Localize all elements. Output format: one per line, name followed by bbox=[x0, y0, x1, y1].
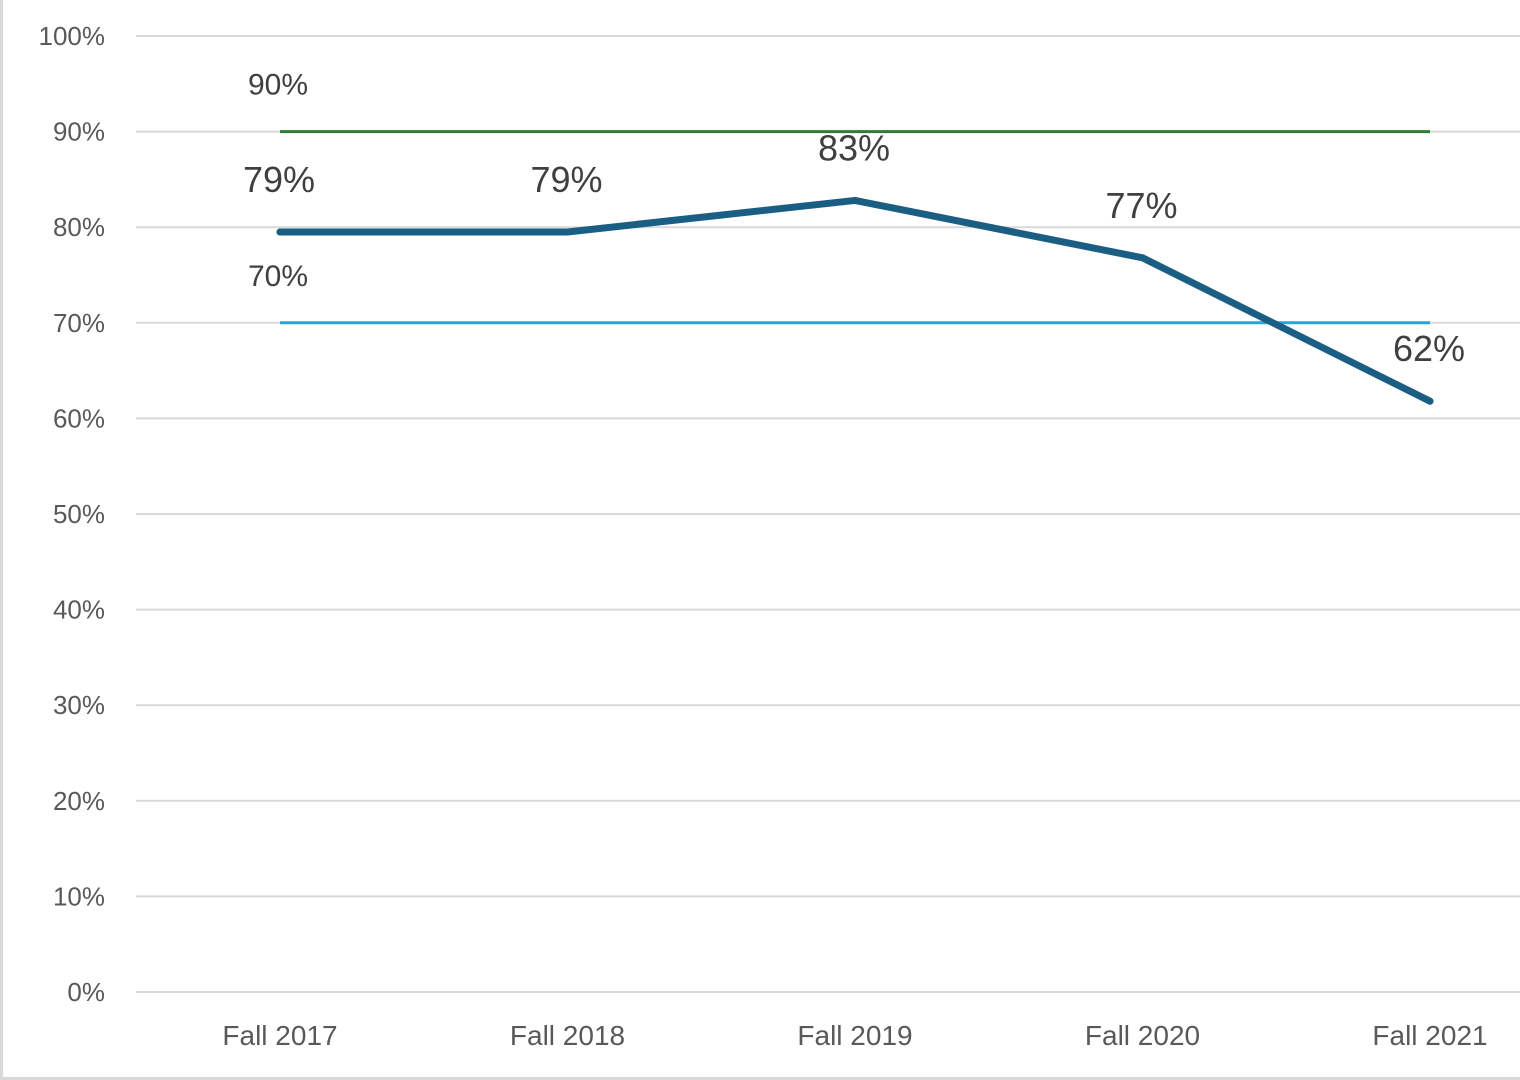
x-tick-label: Fall 2020 bbox=[1085, 1020, 1200, 1051]
x-tick-label: Fall 2021 bbox=[1372, 1020, 1487, 1051]
y-tick-label: 70% bbox=[53, 308, 105, 338]
series bbox=[276, 130, 1434, 405]
data-label: 77% bbox=[1105, 185, 1177, 226]
y-tick-label: 10% bbox=[53, 881, 105, 911]
x-tick-label: Fall 2018 bbox=[510, 1020, 625, 1051]
data-point bbox=[276, 228, 284, 236]
data-label: 90% bbox=[248, 69, 308, 102]
y-axis-tick-labels: 0% 10% 20% 30% 40% 50% 60% 70% 80% 90% 100% bbox=[39, 21, 106, 1007]
line-chart: 0% 10% 20% 30% 40% 50% 60% 70% 80% 90% 100% Fall 2… bbox=[39, 21, 1520, 1051]
x-tick-label: Fall 2019 bbox=[797, 1020, 912, 1051]
data-point bbox=[564, 228, 571, 236]
main-series-line bbox=[276, 196, 1434, 405]
gridlines bbox=[136, 35, 1520, 993]
y-tick-label: 80% bbox=[53, 212, 105, 242]
y-tick-label: 90% bbox=[53, 117, 105, 147]
y-tick-label: 30% bbox=[53, 690, 105, 720]
data-label: 62% bbox=[1393, 328, 1465, 369]
data-label: 83% bbox=[818, 127, 890, 168]
y-tick-label: 100% bbox=[39, 21, 106, 51]
data-labels: 70% 90% 79% 79% 83% 77% 62% bbox=[243, 69, 1465, 370]
y-tick-label: 0% bbox=[67, 977, 105, 1007]
x-axis-tick-labels: Fall 2017 Fall 2018 Fall 2019 Fall 2020 Fall… bbox=[222, 1020, 1487, 1051]
data-point bbox=[1139, 254, 1146, 262]
data-label: 79% bbox=[243, 159, 315, 200]
data-point bbox=[1426, 397, 1434, 405]
y-tick-label: 50% bbox=[53, 499, 105, 529]
data-label: 79% bbox=[530, 159, 602, 200]
y-tick-label: 40% bbox=[53, 595, 105, 625]
data-point bbox=[851, 196, 859, 204]
x-tick-label: Fall 2017 bbox=[222, 1020, 337, 1051]
y-tick-label: 20% bbox=[53, 786, 105, 816]
y-tick-label: 60% bbox=[53, 403, 105, 433]
data-label: 70% bbox=[248, 260, 308, 293]
